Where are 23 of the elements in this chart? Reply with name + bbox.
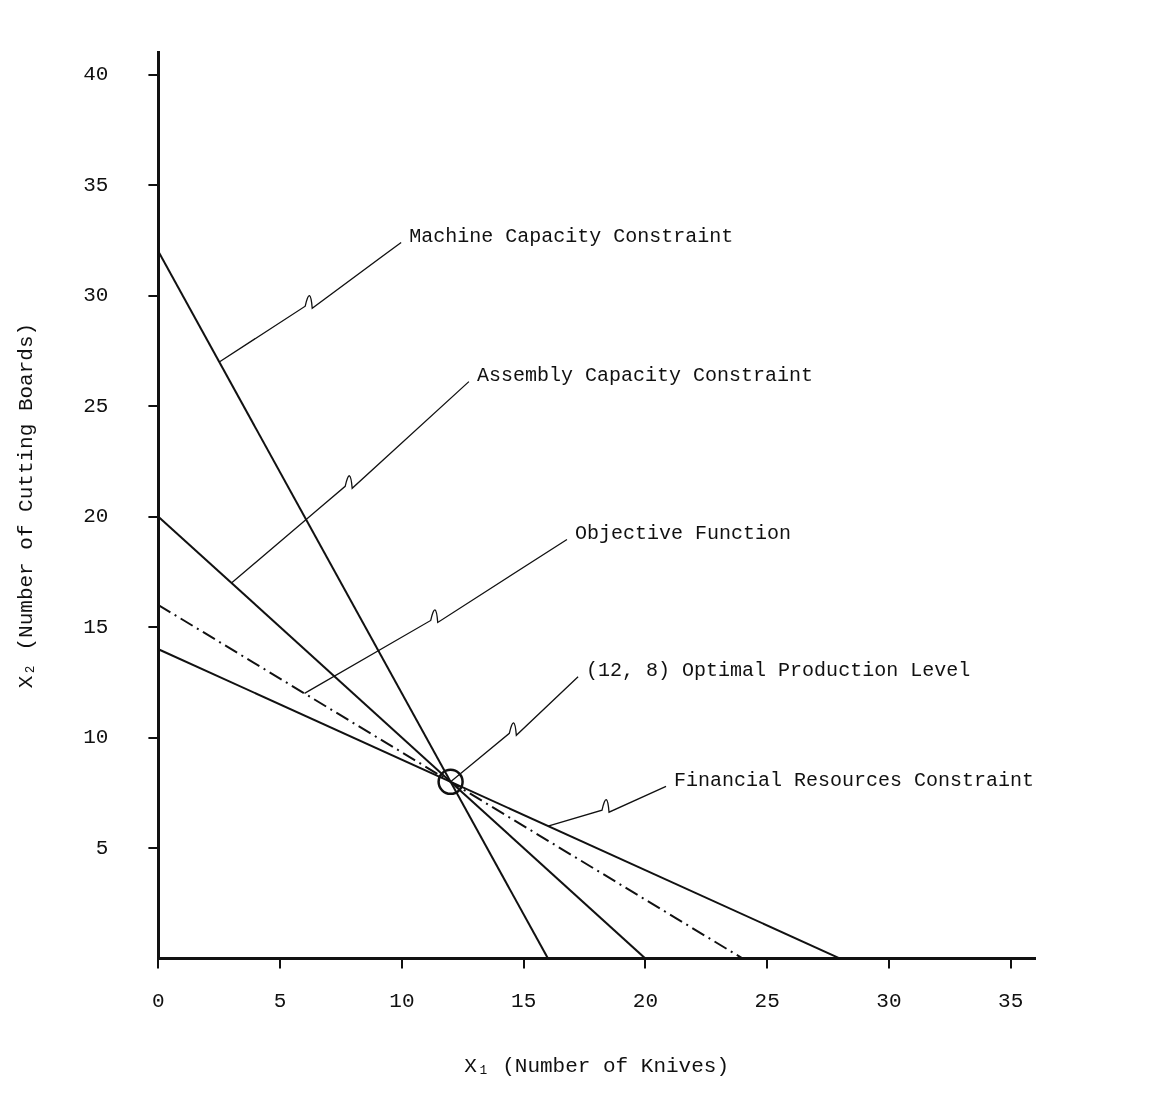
y-tick-label: 30 <box>83 284 109 308</box>
x-tick-label: 25 <box>754 989 780 1013</box>
annotation: Machine Capacity Constraint <box>409 224 734 248</box>
y-tick-label: 15 <box>83 615 109 639</box>
x-tick-label: 0 <box>152 989 165 1013</box>
x-tick-label: 15 <box>511 989 537 1013</box>
x-tick-label: 30 <box>876 989 902 1013</box>
y-axis-title: X₂ (Number of Cutting Boards) <box>15 322 39 689</box>
annotation: Financial Resources Constraint <box>674 768 1035 792</box>
y-tick-label: 20 <box>83 505 109 529</box>
annotation: (12, 8) Optimal Production Level <box>586 659 971 683</box>
y-tick-label: 40 <box>83 63 109 87</box>
y-tick-label: 5 <box>95 836 109 860</box>
x-tick-label: 10 <box>389 989 415 1013</box>
x-tick-label: 35 <box>998 989 1024 1013</box>
x-tick-label: 5 <box>273 989 287 1013</box>
annotation: Objective Function <box>574 521 792 545</box>
x-tick-label: 20 <box>632 989 659 1013</box>
y-tick-label: 25 <box>83 394 109 418</box>
y-tick-label: 35 <box>83 173 109 197</box>
annotation: Assembly Capacity Constraint <box>476 363 813 387</box>
y-tick-label: 10 <box>83 726 109 750</box>
x-axis-title: X₁ (Number of Knives) <box>464 1054 730 1078</box>
